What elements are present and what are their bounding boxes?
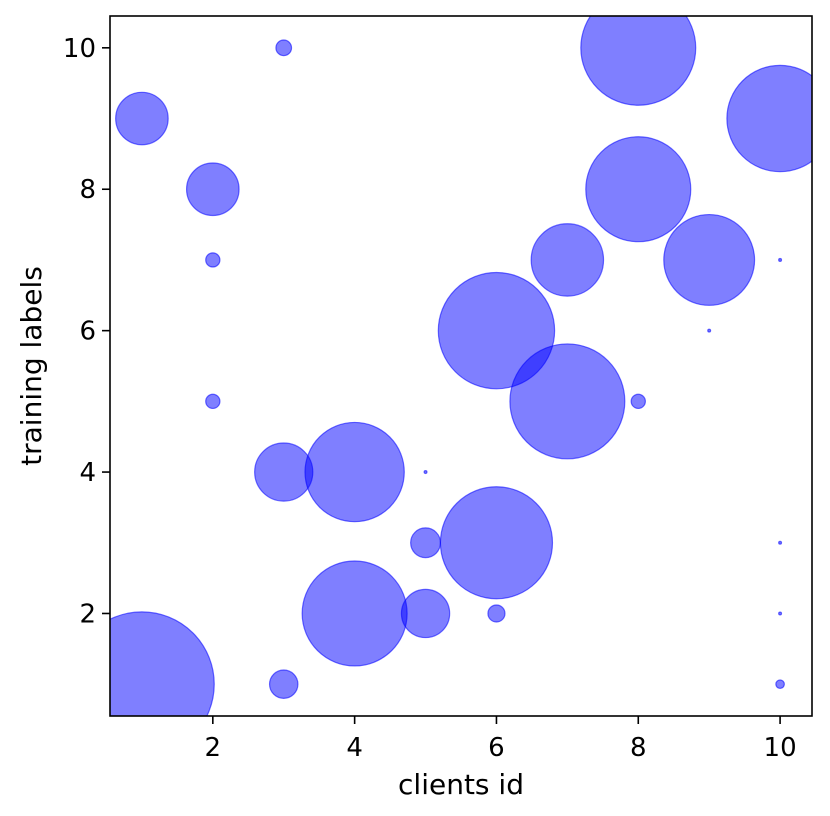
point-4 <box>205 393 221 410</box>
point-16 <box>530 223 605 297</box>
x-axis-ticks: 2 4 6 8 10 <box>205 716 797 763</box>
x-tick-label-4: 4 <box>346 733 363 763</box>
point-14 <box>439 486 554 600</box>
point-5 <box>275 39 293 57</box>
point-19 <box>585 136 692 243</box>
y-tick-label-8: 8 <box>79 175 96 205</box>
x-tick-label-10: 10 <box>764 733 797 763</box>
y-tick-label-2: 2 <box>79 599 96 629</box>
point-12 <box>400 588 451 639</box>
point-24 <box>778 257 783 262</box>
point-15 <box>487 604 506 623</box>
point-27 <box>775 679 785 690</box>
point-21 <box>663 213 756 306</box>
point-20 <box>630 393 646 410</box>
point-1 <box>115 91 169 146</box>
point-7 <box>268 669 299 699</box>
plot-frame <box>109 15 813 717</box>
point-0 <box>110 611 215 716</box>
x-tick-label-6: 6 <box>488 733 505 763</box>
point-6 <box>254 442 314 502</box>
y-axis-ticks: 2 4 6 8 10 <box>63 34 110 629</box>
x-tick-label-2: 2 <box>205 733 222 763</box>
point-18 <box>580 16 697 106</box>
points-layer <box>110 16 812 716</box>
point-26 <box>778 611 783 616</box>
point-2 <box>185 162 240 217</box>
point-23 <box>726 64 812 173</box>
point-11 <box>410 527 442 559</box>
point-10 <box>423 470 428 475</box>
y-axis-label: training labels <box>15 266 48 466</box>
x-tick-label-8: 8 <box>630 733 647 763</box>
point-3 <box>205 252 221 268</box>
y-tick-label-6: 6 <box>79 317 96 347</box>
point-9 <box>301 560 408 667</box>
point-8 <box>304 421 405 523</box>
point-17 <box>509 343 626 460</box>
point-13 <box>437 271 556 390</box>
x-axis-label: clients id <box>398 768 524 801</box>
point-25 <box>778 540 783 545</box>
y-tick-label-10: 10 <box>63 34 96 64</box>
y-tick-label-4: 4 <box>79 458 96 488</box>
point-22 <box>707 328 712 333</box>
